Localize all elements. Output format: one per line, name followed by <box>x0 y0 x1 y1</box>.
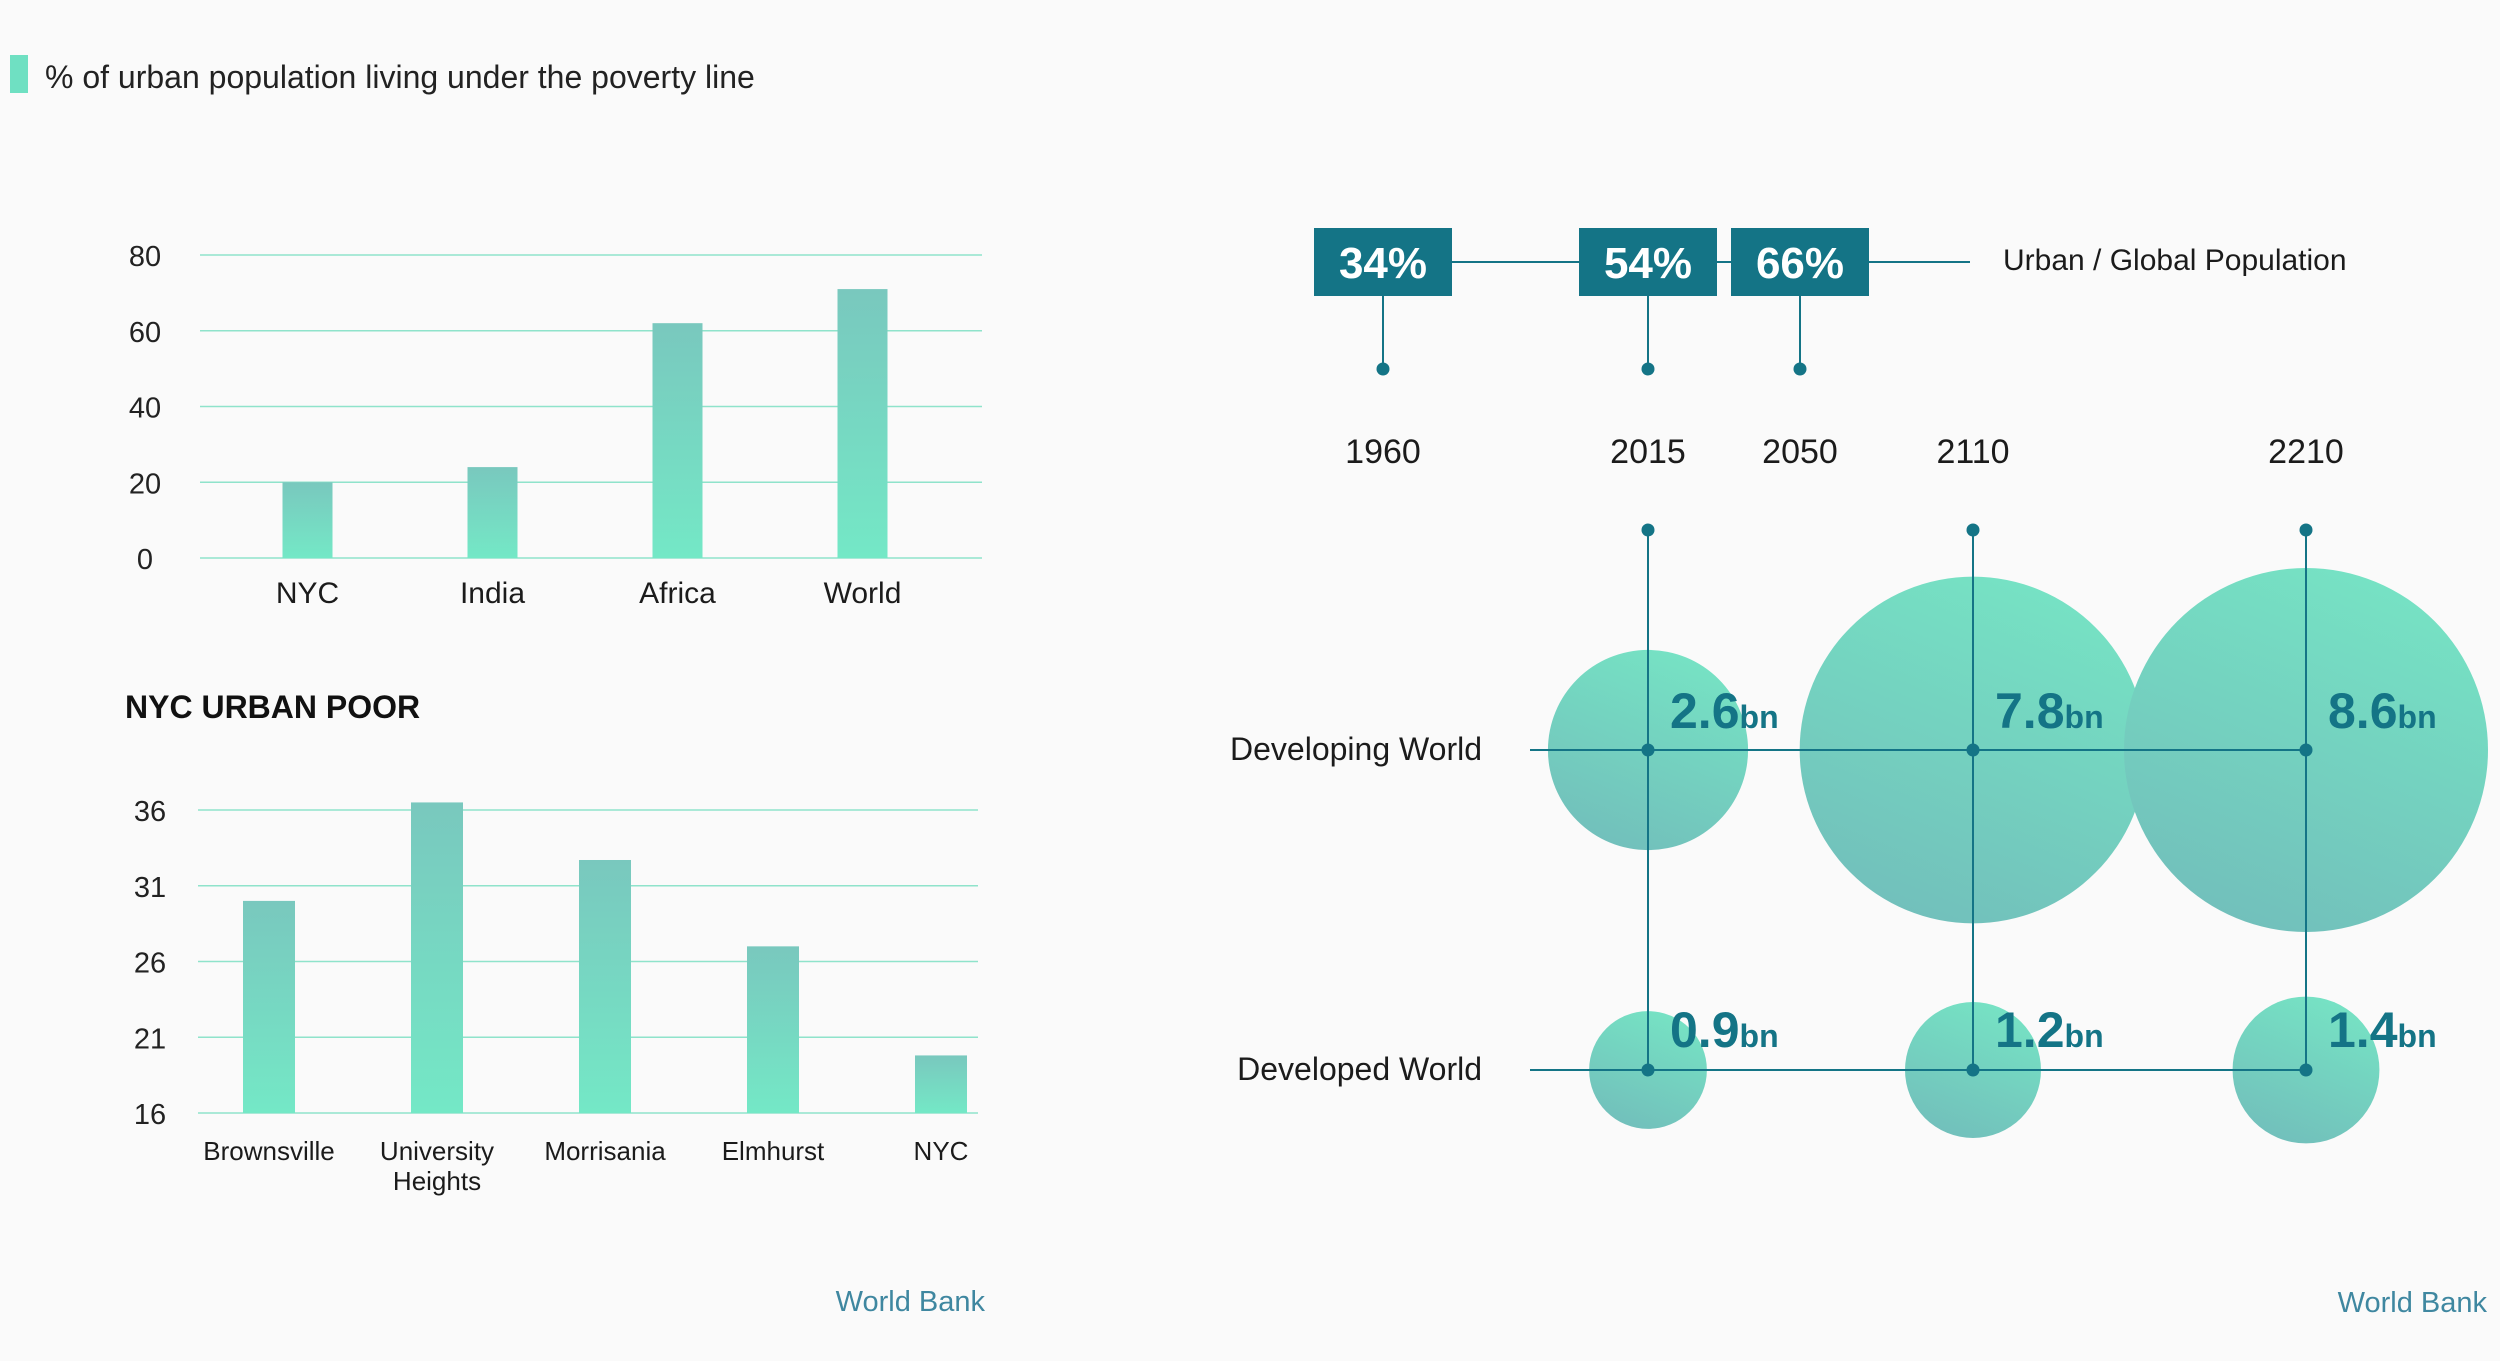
bubble-value-unit: bn <box>2398 699 2437 735</box>
urban-share-dot-2050 <box>1793 362 1807 376</box>
urban-share-value-2015: 54% <box>1604 239 1692 288</box>
urban-share-dot-2015 <box>1641 362 1655 376</box>
legend-swatch <box>10 55 28 93</box>
poverty-y-tick-label: 80 <box>129 241 161 273</box>
column-top-dot-2210 <box>2299 523 2313 537</box>
poverty-x-label: India <box>460 577 525 610</box>
legend: % of urban population living under the p… <box>10 55 755 95</box>
urban-share-value-2050: 66% <box>1756 239 1844 288</box>
nyc-poor-y-tick-label: 21 <box>134 1023 166 1055</box>
bubble-value-number: 8.6 <box>2328 683 2398 739</box>
nyc-urban-poor-title: NYC URBAN POOR <box>125 689 420 725</box>
year-label-2050: 2050 <box>1762 433 1838 471</box>
poverty-x-label: NYC <box>276 577 339 610</box>
bubble-value-unit: bn <box>1740 1018 1779 1054</box>
nyc-poor-x-label: University Heights <box>380 1136 494 1196</box>
bubble-value-label: 7.8bn <box>1995 683 2104 739</box>
nyc-poor-y-tick-label: 16 <box>134 1099 166 1131</box>
urban-share-box-1960 <box>1314 228 1452 296</box>
bubble-value-number: 0.9 <box>1670 1002 1740 1058</box>
nyc-poor-bar-university-heights <box>411 802 463 1113</box>
poverty-bar-world <box>837 289 888 558</box>
nyc-poor-y-tick-label: 36 <box>134 796 166 828</box>
poverty-bar-africa <box>652 323 703 558</box>
poverty-x-label: World <box>824 577 902 610</box>
intersection-dot-2110 <box>1966 743 1980 757</box>
bubble-value-unit: bn <box>1740 699 1779 735</box>
nyc-poor-y-tick-label: 26 <box>134 948 166 980</box>
poverty-x-label: Africa <box>639 577 716 610</box>
bubble-value-number: 2.6 <box>1670 683 1740 739</box>
row-label-developed-world: Developed World <box>1237 1051 1482 1087</box>
source-right: World Bank <box>2338 1287 2488 1319</box>
urban-population-bubble-chart: 34% 54% 66% 1960 2015 2050 2110 2210 Developing … <box>1230 228 2488 1144</box>
year-label-2210: 2210 <box>2268 433 2344 471</box>
bubble-value-number: 7.8 <box>1995 683 2065 739</box>
column-top-dot-2015 <box>1641 523 1655 537</box>
bubble-value-number: 1.4 <box>2328 1002 2398 1058</box>
urban-share-box-2015 <box>1579 228 1717 296</box>
intersection-dot-2210 <box>2299 1063 2313 1077</box>
poverty-y-tick-label: 0 <box>137 544 153 576</box>
nyc-poor-x-label: Elmhurst <box>722 1136 825 1166</box>
bubble-value-unit: bn <box>2065 699 2104 735</box>
row-label-developing-world: Developing World <box>1230 731 1482 767</box>
legend-label: % of urban population living under the p… <box>45 59 755 95</box>
year-label-1960: 1960 <box>1345 433 1421 471</box>
poverty-bar-india <box>467 467 518 558</box>
bubble-value-number: 1.2 <box>1995 1002 2065 1058</box>
bubble-value-unit: bn <box>2398 1018 2437 1054</box>
nyc-poor-x-label: Morrisania <box>544 1136 666 1166</box>
bubble-value-label: 8.6bn <box>2328 683 2437 739</box>
urban-share-value-1960: 34% <box>1339 239 1427 288</box>
source-left: World Bank <box>836 1286 986 1318</box>
bubble-value-label: 1.4bn <box>2328 1002 2437 1058</box>
poverty-share-bar-chart: 0 20 40 60 80 NYC India Africa World <box>129 241 982 610</box>
nyc-poor-bar-morrisania <box>579 859 631 1113</box>
column-top-dot-2110 <box>1966 523 1980 537</box>
nyc-poor-x-label: NYC <box>914 1136 969 1166</box>
poverty-y-tick-label: 40 <box>129 393 161 425</box>
urban-share-dot-1960 <box>1376 362 1390 376</box>
intersection-dot-2015 <box>1641 1063 1655 1077</box>
bubble-grid <box>1530 523 2313 1071</box>
year-label-2110: 2110 <box>1936 433 2009 471</box>
nyc-urban-poor-bar-chart: NYC URBAN POOR 16 21 26 31 36 Brownsville Univ… <box>125 689 978 1196</box>
intersection-dot-2110 <box>1966 1063 1980 1077</box>
bubble-value-label: 1.2bn <box>1995 1002 2104 1058</box>
bubble-value-unit: bn <box>2065 1018 2104 1054</box>
urban-global-population-label: Urban / Global Population <box>2003 244 2347 277</box>
intersection-dot-2015 <box>1641 743 1655 757</box>
poverty-y-tick-label: 20 <box>129 468 161 500</box>
nyc-poor-y-tick-label: 31 <box>134 872 166 904</box>
nyc-poor-bar-brownsville <box>243 900 295 1113</box>
poverty-y-tick-label: 60 <box>129 317 161 349</box>
intersection-dot-2210 <box>2299 743 2313 757</box>
nyc-poor-x-label: Brownsville <box>203 1136 335 1166</box>
nyc-poor-bar-elmhurst <box>747 946 799 1113</box>
poverty-bar-nyc <box>282 482 333 558</box>
bubble-value-label: 2.6bn <box>1670 683 1779 739</box>
bubble-value-label: 0.9bn <box>1670 1002 1779 1058</box>
urban-share-box-2050 <box>1731 228 1869 296</box>
nyc-poor-bar-nyc <box>915 1055 967 1113</box>
year-label-2015: 2015 <box>1610 433 1686 471</box>
